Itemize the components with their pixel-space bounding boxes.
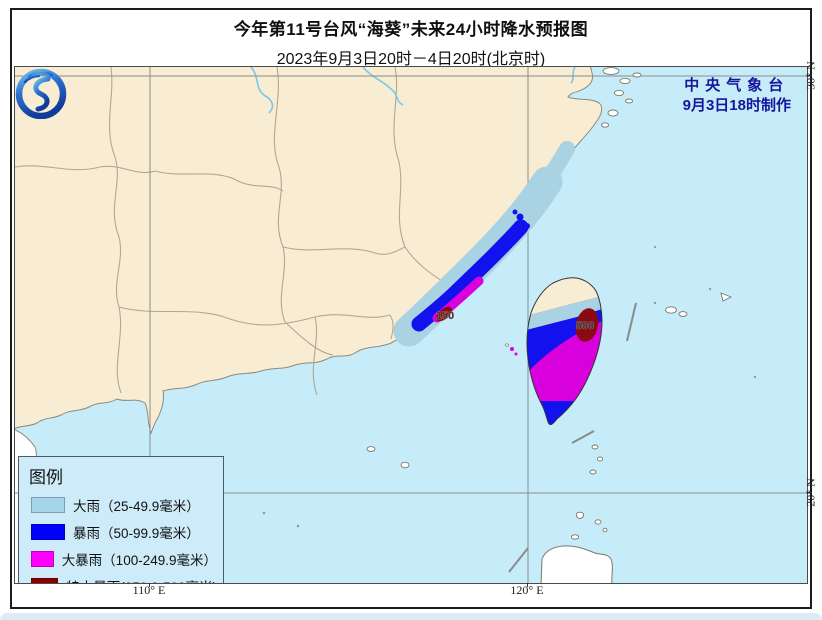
lat-tick-30n	[807, 75, 812, 76]
lon-tick-110e	[149, 583, 150, 587]
page-title: 今年第11号台风“海葵”未来24小时降水预报图	[233, 20, 589, 39]
credit-block: 中央气象台 9月3日18时制作	[683, 76, 791, 117]
legend-item-rainstorm: 暴雨（50-99.9毫米）	[27, 522, 217, 542]
page-subtitle: 2023年9月3日20时－4日20时(北京时)	[276, 51, 546, 68]
forecast-map: 150 500	[14, 66, 808, 584]
legend-item-heavy-rainstorm: 大暴雨（100-249.9毫米）	[27, 549, 217, 569]
lon-label-110e: 110° E	[132, 583, 166, 597]
rainstorm-swatch	[31, 524, 65, 540]
maritime-boundary-dashes	[508, 302, 637, 573]
fujian-max-label: 150	[436, 310, 454, 322]
legend-item-label: 暴雨（50-99.9毫米）	[73, 526, 200, 541]
province-borders	[15, 67, 446, 396]
penghu-islands	[505, 343, 518, 356]
lat-label-20n: 20° N	[803, 478, 818, 507]
lat-label-30n: 30° N	[803, 61, 818, 90]
page-bottom-strip	[0, 613, 822, 620]
legend: 图例 大雨（25-49.9毫米） 暴雨（50-99.9毫米） 大暴雨（100-2…	[18, 456, 224, 583]
luzon-landmass	[540, 545, 613, 583]
legend-item-label: 特大暴雨(250.0-500毫米)	[66, 576, 217, 583]
cma-logo-icon	[15, 68, 67, 119]
rain-band-rainstorm	[411, 209, 530, 332]
taiwan-max-label: 500	[576, 320, 594, 332]
heavy-rainstorm-swatch	[31, 551, 54, 567]
lon-label-120e: 120° E	[510, 583, 544, 597]
title-block: 今年第11号台风“海葵”未来24小时降水预报图 2023年9月3日20时－4日2…	[12, 15, 810, 69]
tiny-islets	[262, 245, 757, 528]
lat-tick-20n	[807, 492, 812, 493]
heavy-rain-swatch	[31, 497, 65, 513]
lon-tick-120e	[527, 583, 528, 587]
legend-item-label: 大雨（25-49.9毫米）	[73, 499, 200, 514]
issued-time: 9月3日18时制作	[682, 97, 791, 115]
legend-item-heavy-rain: 大雨（25-49.9毫米）	[27, 495, 217, 515]
fujian-extreme-spot	[436, 306, 452, 322]
page-frame: 今年第11号台风“海葵”未来24小时降水预报图 2023年9月3日20时－4日2…	[10, 8, 818, 609]
agency-name: 中央气象台	[684, 77, 790, 94]
legend-item-label: 大暴雨（100-249.9毫米）	[61, 553, 217, 568]
legend-title: 图例	[29, 468, 63, 487]
offshore-islands	[366, 67, 733, 540]
extreme-rainstorm-swatch	[31, 578, 59, 583]
legend-item-extreme-rainstorm: 特大暴雨(250.0-500毫米)	[27, 576, 217, 583]
